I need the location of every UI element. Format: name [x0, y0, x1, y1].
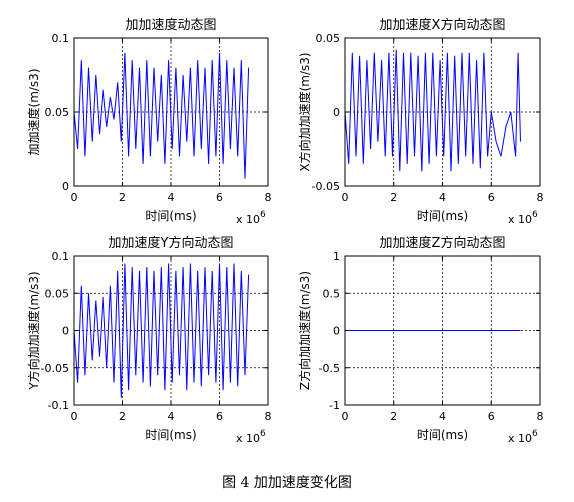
x-tick-label: 6 — [488, 191, 495, 204]
y-axis-label: Z方向加加速度(m/s3) — [297, 271, 312, 390]
x-tick-label: 6 — [488, 410, 495, 423]
series-line — [73, 263, 250, 398]
x-exponent-label: x 106 — [508, 210, 538, 226]
x-tick-label: 4 — [168, 410, 175, 423]
x-tick-label: 4 — [439, 191, 446, 204]
x-tick-label: 2 — [390, 410, 397, 423]
x-tick-label: 8 — [265, 191, 272, 204]
y-tick-label: 0.5 — [323, 287, 341, 300]
y-tick-label: -0.5 — [319, 362, 340, 375]
y-tick-label: 0.05 — [45, 287, 70, 300]
y-axis-label: X方向加加速度(m/s3) — [297, 52, 312, 171]
y-tick-label: 0 — [62, 325, 69, 338]
series-line — [73, 52, 250, 179]
y-tick-label: 1 — [333, 250, 340, 263]
x-tick-label: 0 — [342, 410, 349, 423]
x-tick-label: 8 — [537, 410, 544, 423]
y-tick-label: -0.05 — [41, 362, 69, 375]
x-tick-label: 8 — [265, 410, 272, 423]
chart-title: 加加速度动态图 — [125, 17, 216, 33]
x-axis-label: 时间(ms) — [417, 209, 468, 223]
x-axis-label: 时间(ms) — [417, 428, 468, 442]
y-tick-label: -0.05 — [312, 180, 340, 193]
x-tick-label: 8 — [537, 191, 544, 204]
x-tick-label: 4 — [439, 410, 446, 423]
y-axis-label: 加加速度(m/s3) — [26, 69, 41, 156]
y-tick-label: 0 — [62, 180, 69, 193]
y-tick-label: 0.05 — [316, 32, 341, 45]
x-tick-label: 0 — [71, 191, 78, 204]
y-tick-label: 0 — [333, 106, 340, 119]
x-exponent-label: x 106 — [236, 210, 266, 226]
x-axis-label: 时间(ms) — [145, 209, 196, 223]
y-tick-label: -0.1 — [48, 399, 69, 412]
x-tick-label: 2 — [119, 191, 126, 204]
x-exponent-label: x 106 — [236, 429, 266, 445]
y-tick-label: 0.1 — [52, 32, 70, 45]
x-exponent-label: x 106 — [508, 429, 538, 445]
x-tick-label: 2 — [119, 410, 126, 423]
y-axis-label: Y方向加加速度(m/s3) — [26, 271, 41, 390]
x-axis-label: 时间(ms) — [145, 428, 196, 442]
chart-title: 加加速度Z方向动态图 — [380, 235, 506, 251]
chart-title: 加加速度X方向动态图 — [380, 17, 506, 33]
x-tick-label: 0 — [342, 191, 349, 204]
chart-panel-2: 0 2 4 6 8-0.0500.05加加速度X方向动态图时间(ms)X方向加加速度(m… — [297, 17, 544, 226]
chart-title: 加加速度Y方向动态图 — [109, 235, 234, 251]
x-tick-label: 6 — [216, 191, 223, 204]
y-tick-label: 0 — [333, 325, 340, 338]
y-tick-label: -1 — [329, 399, 340, 412]
x-tick-label: 4 — [168, 191, 175, 204]
x-tick-label: 6 — [216, 410, 223, 423]
x-tick-label: 0 — [71, 410, 78, 423]
x-tick-label: 2 — [390, 191, 397, 204]
y-tick-label: 0.05 — [45, 106, 70, 119]
series-line — [344, 49, 521, 172]
figure-caption: 图 4 加加速度变化图 — [222, 475, 352, 491]
y-tick-label: 0.1 — [52, 250, 70, 263]
